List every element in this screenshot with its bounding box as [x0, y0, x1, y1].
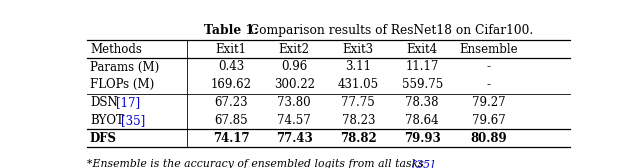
Text: [35]: [35] — [412, 159, 434, 168]
Text: 80.89: 80.89 — [470, 132, 507, 145]
Text: 67.85: 67.85 — [214, 114, 248, 127]
Text: 559.75: 559.75 — [402, 78, 443, 91]
Text: 78.82: 78.82 — [340, 132, 376, 145]
Text: 77.75: 77.75 — [341, 96, 375, 109]
Text: 0.96: 0.96 — [281, 60, 307, 73]
Text: BYOT: BYOT — [90, 114, 124, 127]
Text: Params (M): Params (M) — [90, 60, 159, 73]
Text: FLOPs (M): FLOPs (M) — [90, 78, 154, 91]
Text: 79.67: 79.67 — [472, 114, 506, 127]
Text: Exit1: Exit1 — [216, 43, 247, 56]
Text: 3.11: 3.11 — [345, 60, 371, 73]
Text: 78.64: 78.64 — [405, 114, 439, 127]
Text: 0.43: 0.43 — [218, 60, 244, 73]
Text: *Ensemble is the accuracy of ensembled logits from all tasks: *Ensemble is the accuracy of ensembled l… — [88, 159, 428, 168]
Text: -: - — [486, 78, 491, 91]
Text: 78.23: 78.23 — [342, 114, 375, 127]
Text: 431.05: 431.05 — [338, 78, 379, 91]
Text: 300.22: 300.22 — [274, 78, 315, 91]
Text: Exit2: Exit2 — [279, 43, 310, 56]
Text: 77.43: 77.43 — [276, 132, 313, 145]
Text: Ensemble: Ensemble — [460, 43, 518, 56]
Text: 169.62: 169.62 — [211, 78, 252, 91]
Text: -: - — [486, 60, 491, 73]
Text: [35]: [35] — [121, 114, 145, 127]
Text: 74.17: 74.17 — [213, 132, 250, 145]
Text: Exit3: Exit3 — [342, 43, 374, 56]
Text: 79.27: 79.27 — [472, 96, 506, 109]
Text: DFS: DFS — [90, 132, 117, 145]
Text: 78.38: 78.38 — [406, 96, 439, 109]
Text: Comparison results of ResNet18 on Cifar100.: Comparison results of ResNet18 on Cifar1… — [246, 24, 533, 37]
Text: 74.57: 74.57 — [277, 114, 311, 127]
Text: Methods: Methods — [90, 43, 142, 56]
Text: DSN: DSN — [90, 96, 118, 109]
Text: 11.17: 11.17 — [406, 60, 439, 73]
Text: Exit4: Exit4 — [406, 43, 438, 56]
Text: 67.23: 67.23 — [214, 96, 248, 109]
Text: 73.80: 73.80 — [278, 96, 311, 109]
Text: .: . — [416, 159, 420, 168]
Text: [17]: [17] — [116, 96, 140, 109]
Text: 79.93: 79.93 — [404, 132, 440, 145]
Text: Table 1:: Table 1: — [204, 24, 259, 37]
